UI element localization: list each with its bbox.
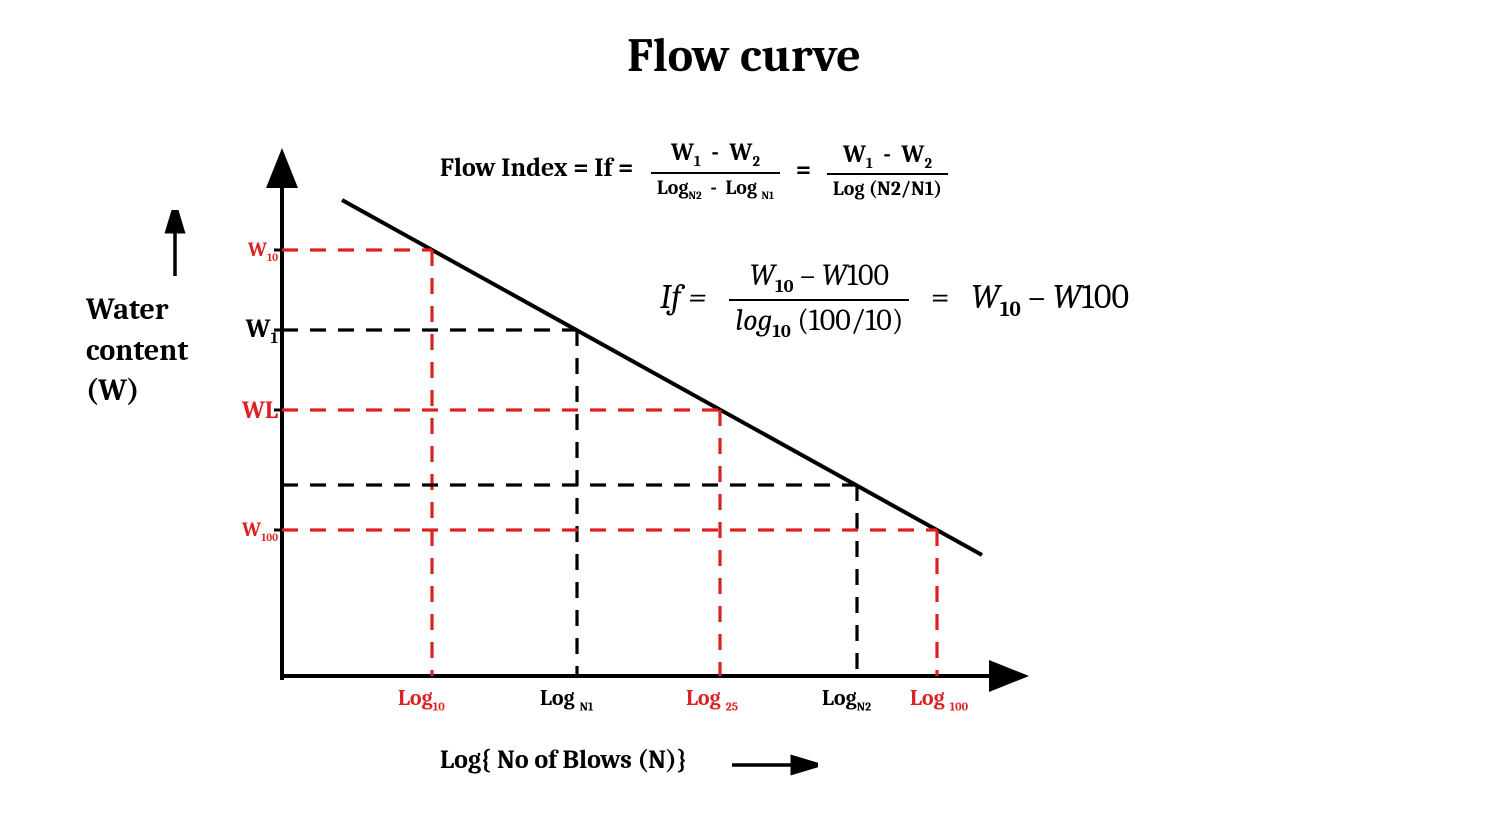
x-axis-arrow-icon <box>728 750 818 780</box>
ytick-w100: W100 <box>18 518 278 544</box>
chart-title: Flow curve <box>0 28 1488 83</box>
ytick-wl: WL <box>18 396 278 424</box>
ytick-w10: W10 <box>18 238 278 264</box>
ytick-w1: W1 <box>18 314 278 348</box>
reference-lines <box>274 250 937 676</box>
formula1-lead: Flow Index = If = <box>440 153 633 183</box>
y-axis-label: Water content (W) <box>86 290 188 412</box>
flow-curve-line <box>342 200 982 555</box>
flow-curve-plot <box>282 180 1002 690</box>
x-axis-label: Log{ No of Blows (N)} <box>440 745 687 775</box>
